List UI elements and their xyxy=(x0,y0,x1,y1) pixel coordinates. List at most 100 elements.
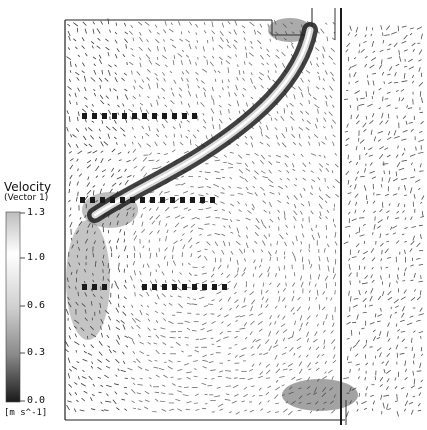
velocity-vector xyxy=(115,283,120,290)
velocity-vector xyxy=(84,292,88,297)
velocity-vector xyxy=(395,217,400,219)
velocity-vector xyxy=(404,377,408,381)
velocity-vector xyxy=(316,63,320,68)
velocity-vector xyxy=(276,241,278,246)
velocity-vector xyxy=(228,103,232,107)
velocity-vector xyxy=(372,200,376,204)
velocity-vector xyxy=(237,154,243,159)
velocity-vector xyxy=(138,21,143,26)
legend-colorbar xyxy=(5,211,25,403)
velocity-vector xyxy=(314,283,317,287)
velocity-vector xyxy=(411,226,416,228)
velocity-vector xyxy=(317,108,319,114)
velocity-vector xyxy=(398,97,401,102)
velocity-vector xyxy=(308,306,311,311)
velocity-vector xyxy=(357,250,360,254)
velocity-vector xyxy=(277,199,282,203)
velocity-vector xyxy=(386,104,391,107)
velocity-vector xyxy=(76,158,79,162)
velocity-vector xyxy=(355,201,358,206)
inlet-jet xyxy=(87,22,318,223)
velocity-vector xyxy=(121,351,125,355)
velocity-vector xyxy=(417,402,421,407)
velocity-vector xyxy=(236,143,240,147)
velocity-vector xyxy=(258,272,263,278)
velocity-vector xyxy=(205,135,208,140)
velocity-vector xyxy=(128,61,134,66)
velocity-vector xyxy=(275,273,277,277)
velocity-vector xyxy=(362,209,366,213)
velocity-vector xyxy=(207,39,209,44)
velocity-vector xyxy=(75,144,79,149)
velocity-vector xyxy=(317,378,320,382)
velocity-vector xyxy=(228,108,230,114)
velocity-vector xyxy=(265,135,270,139)
velocity-vector xyxy=(188,237,193,243)
velocity-vector xyxy=(266,53,271,58)
velocity-vector xyxy=(171,44,177,49)
velocity-vector xyxy=(143,172,148,178)
velocity-vector xyxy=(281,394,285,397)
velocity-vector xyxy=(364,275,368,279)
velocity-vector xyxy=(161,293,166,298)
velocity-vector xyxy=(179,123,181,129)
velocity-vector xyxy=(97,366,102,370)
velocity-vector xyxy=(244,46,247,51)
velocity-vector xyxy=(278,296,281,302)
velocity-vector xyxy=(139,62,142,68)
velocity-vector xyxy=(164,191,170,194)
velocity-vector xyxy=(310,263,313,269)
velocity-vector xyxy=(236,64,239,67)
velocity-vector xyxy=(363,250,369,255)
velocity-vector xyxy=(356,120,360,125)
velocity-vector xyxy=(77,54,81,58)
velocity-vector xyxy=(386,369,391,374)
velocity-vector xyxy=(144,390,150,395)
velocity-vector xyxy=(166,229,169,234)
velocity-vector xyxy=(238,169,244,174)
velocity-vector xyxy=(256,344,261,350)
velocity-vector xyxy=(370,394,374,397)
velocity-vector xyxy=(418,386,423,390)
velocity-vector xyxy=(104,310,110,315)
velocity-vector xyxy=(212,250,215,254)
velocity-vector xyxy=(413,330,416,333)
velocity-vector xyxy=(114,39,118,44)
velocity-vector xyxy=(153,366,159,369)
velocity-vector xyxy=(385,25,391,31)
velocity-vector xyxy=(279,234,284,240)
velocity-vector xyxy=(329,85,334,91)
velocity-vector xyxy=(267,400,270,403)
velocity-vector xyxy=(334,163,339,168)
velocity-vector xyxy=(138,57,142,61)
velocity-vector xyxy=(265,304,269,308)
velocity-vector xyxy=(132,213,135,218)
velocity-vector xyxy=(399,352,405,355)
velocity-vector xyxy=(90,365,94,369)
velocity-vector xyxy=(362,122,367,128)
velocity-vector xyxy=(252,249,255,253)
velocity-vector xyxy=(73,22,79,27)
velocity-vector xyxy=(139,102,144,106)
velocity-vector xyxy=(126,264,128,268)
velocity-vector xyxy=(254,192,258,197)
velocity-vector xyxy=(77,291,79,297)
velocity-vector xyxy=(206,216,211,218)
velocity-vector xyxy=(185,54,190,58)
velocity-vector xyxy=(155,374,160,378)
velocity-vector xyxy=(277,185,284,190)
velocity-vector xyxy=(103,141,109,146)
velocity-vector xyxy=(347,154,349,160)
velocity-vector xyxy=(420,234,422,240)
velocity-vector xyxy=(293,94,296,100)
velocity-vector xyxy=(282,297,286,302)
velocity-vector xyxy=(142,157,148,162)
velocity-vector xyxy=(401,25,407,28)
velocity-vector xyxy=(203,55,206,59)
velocity-vector xyxy=(317,176,321,181)
legend-subtitle: (Vector 1) xyxy=(4,193,49,203)
velocity-vector xyxy=(108,240,111,244)
velocity-vector xyxy=(404,217,407,220)
velocity-vector xyxy=(153,328,157,331)
